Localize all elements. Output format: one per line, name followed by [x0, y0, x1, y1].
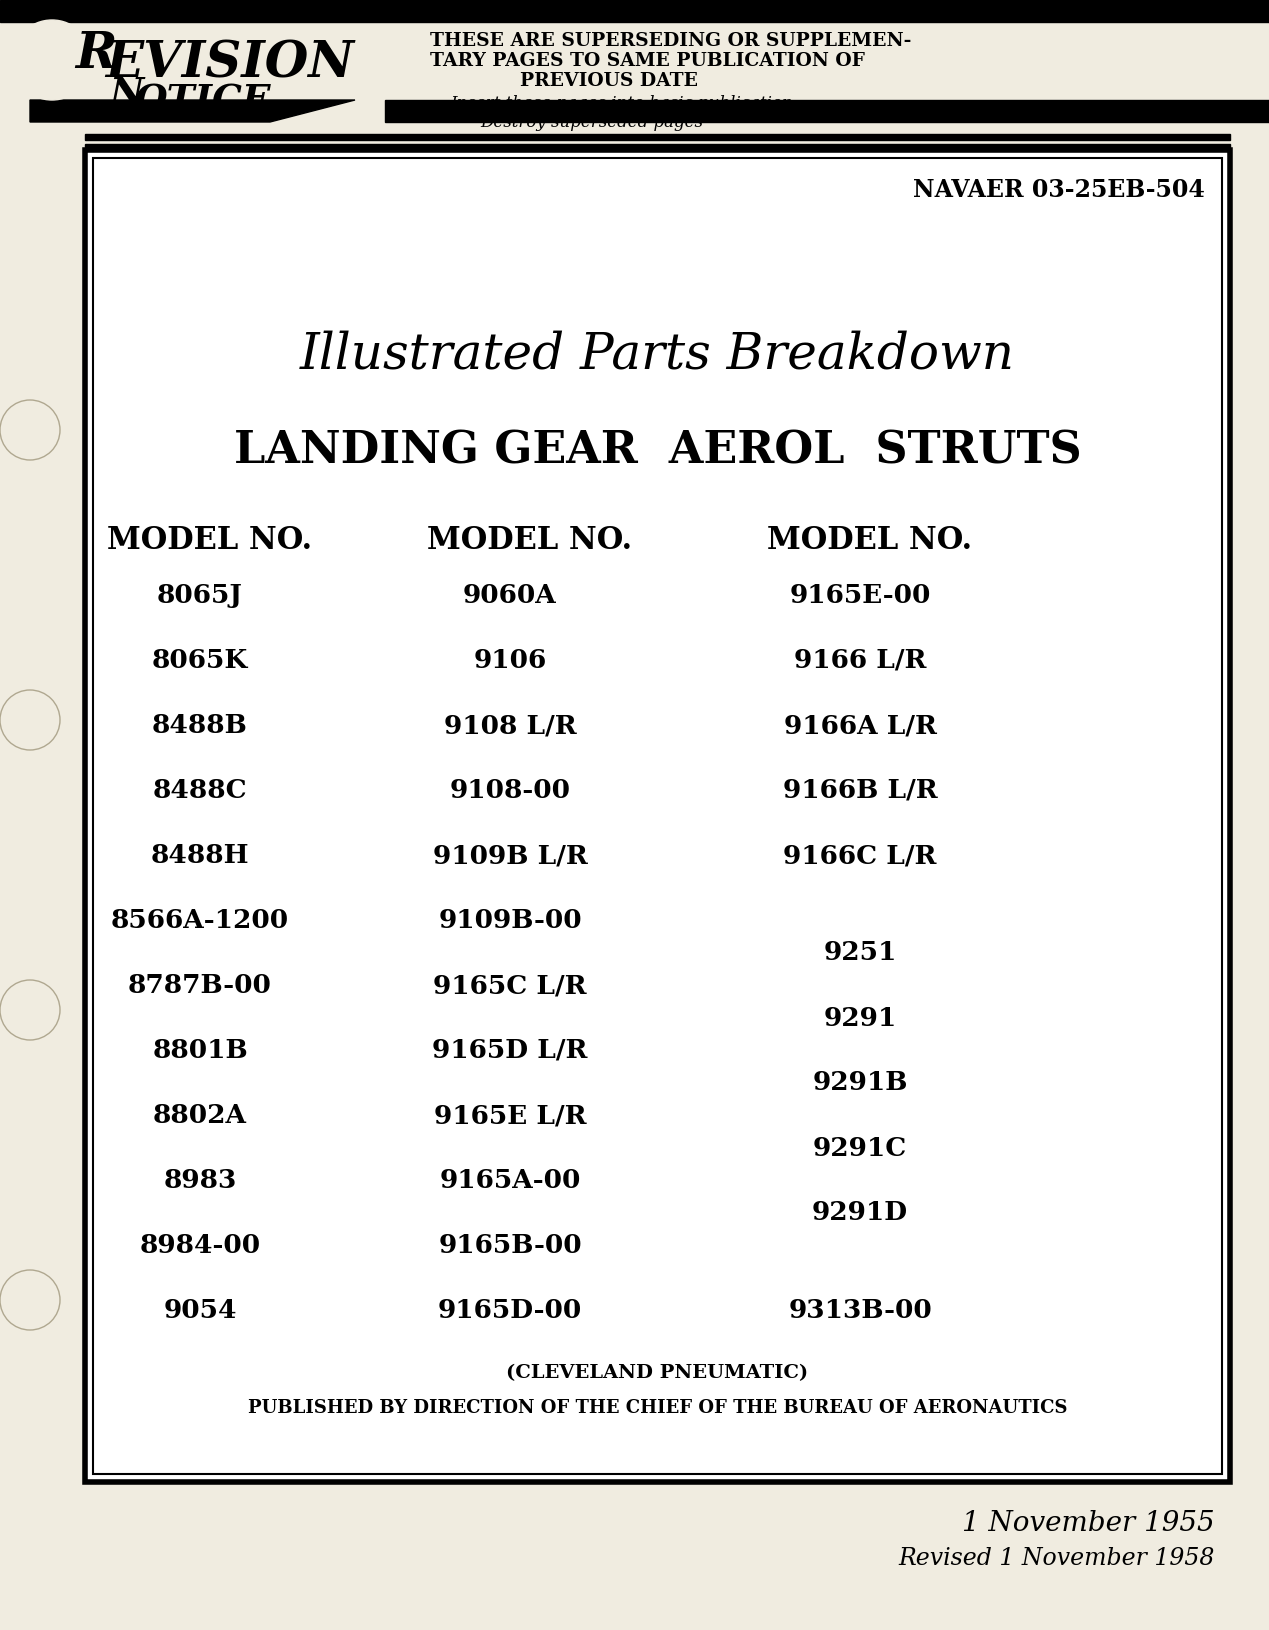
Text: Destroy superseded pages: Destroy superseded pages	[480, 114, 703, 130]
Text: 9166C L/R: 9166C L/R	[783, 843, 937, 869]
Text: 9166A L/R: 9166A L/R	[783, 712, 937, 738]
Text: 9109B-00: 9109B-00	[438, 908, 581, 932]
Text: NAVAER 03-25EB-504: NAVAER 03-25EB-504	[914, 178, 1206, 202]
Text: R: R	[75, 29, 117, 78]
Text: 8488B: 8488B	[152, 712, 247, 738]
Text: 8488H: 8488H	[151, 843, 249, 869]
Text: 8065K: 8065K	[152, 649, 249, 673]
Text: TARY PAGES TO SAME PUBLICATION OF: TARY PAGES TO SAME PUBLICATION OF	[430, 52, 865, 70]
Text: Insert these pages into basic publication: Insert these pages into basic publicatio…	[450, 95, 793, 112]
Bar	[85, 134, 1230, 140]
Text: 8065J: 8065J	[157, 584, 242, 608]
Circle shape	[0, 1270, 60, 1330]
Text: 9108-00: 9108-00	[449, 778, 571, 804]
Text: 9291C: 9291C	[813, 1136, 907, 1161]
Bar	[93, 158, 1222, 1474]
Text: 8566A-1200: 8566A-1200	[110, 908, 289, 932]
Text: OTICE: OTICE	[135, 82, 272, 119]
Text: 9108 L/R: 9108 L/R	[444, 712, 576, 738]
Text: 9165D-00: 9165D-00	[438, 1297, 582, 1324]
Text: 9251: 9251	[824, 941, 897, 965]
Text: 9106: 9106	[473, 649, 547, 673]
Text: MODEL NO.: MODEL NO.	[108, 525, 312, 556]
Bar	[85, 143, 1230, 147]
Text: 9291D: 9291D	[812, 1201, 909, 1226]
Text: PUBLISHED BY DIRECTION OF THE CHIEF OF THE BUREAU OF AERONAUTICS: PUBLISHED BY DIRECTION OF THE CHIEF OF T…	[247, 1399, 1067, 1416]
Text: 9165E-00: 9165E-00	[789, 584, 930, 608]
Text: Revised 1 November 1958: Revised 1 November 1958	[898, 1547, 1214, 1570]
Text: 9165D L/R: 9165D L/R	[433, 1038, 588, 1063]
Text: MODEL NO.: MODEL NO.	[428, 525, 632, 556]
Text: 8983: 8983	[164, 1169, 237, 1193]
Bar	[0, 0, 1269, 21]
Text: 9166B L/R: 9166B L/R	[783, 778, 938, 804]
Text: (CLEVELAND PNEUMATIC): (CLEVELAND PNEUMATIC)	[506, 1364, 808, 1382]
Text: MODEL NO.: MODEL NO.	[768, 525, 972, 556]
Bar	[85, 150, 1230, 1482]
Text: 9291: 9291	[824, 1006, 897, 1030]
Polygon shape	[385, 99, 1269, 122]
Text: 9313B-00: 9313B-00	[788, 1297, 931, 1324]
Text: EVISION: EVISION	[105, 41, 354, 90]
Text: 9165E L/R: 9165E L/R	[434, 1104, 586, 1128]
Text: 9166 L/R: 9166 L/R	[794, 649, 926, 673]
Text: 8801B: 8801B	[152, 1038, 247, 1063]
Circle shape	[0, 689, 60, 750]
Text: 8488C: 8488C	[152, 778, 247, 804]
Text: 8802A: 8802A	[154, 1104, 247, 1128]
Text: 8984-00: 8984-00	[140, 1232, 260, 1258]
Circle shape	[11, 20, 91, 99]
Bar	[85, 150, 1230, 1482]
Circle shape	[0, 399, 60, 460]
Text: 9165B-00: 9165B-00	[438, 1232, 581, 1258]
Text: THESE ARE SUPERSEDING OR SUPPLEMEN-: THESE ARE SUPERSEDING OR SUPPLEMEN-	[430, 33, 911, 51]
Circle shape	[0, 980, 60, 1040]
Text: Illustrated Parts Breakdown: Illustrated Parts Breakdown	[299, 329, 1015, 380]
Text: N: N	[110, 75, 145, 112]
Text: 9109B L/R: 9109B L/R	[433, 843, 588, 869]
Text: 9054: 9054	[164, 1297, 237, 1324]
Text: LANDING GEAR  AEROL  STRUTS: LANDING GEAR AEROL STRUTS	[233, 430, 1081, 473]
Polygon shape	[30, 99, 355, 122]
Text: 9165C L/R: 9165C L/R	[433, 973, 586, 998]
Text: 8787B-00: 8787B-00	[128, 973, 272, 998]
Text: PREVIOUS DATE: PREVIOUS DATE	[520, 72, 698, 90]
Text: 9060A: 9060A	[463, 584, 557, 608]
Text: 9291B: 9291B	[812, 1071, 907, 1095]
Text: 1 November 1955: 1 November 1955	[962, 1509, 1214, 1537]
Text: 9165A-00: 9165A-00	[439, 1169, 581, 1193]
